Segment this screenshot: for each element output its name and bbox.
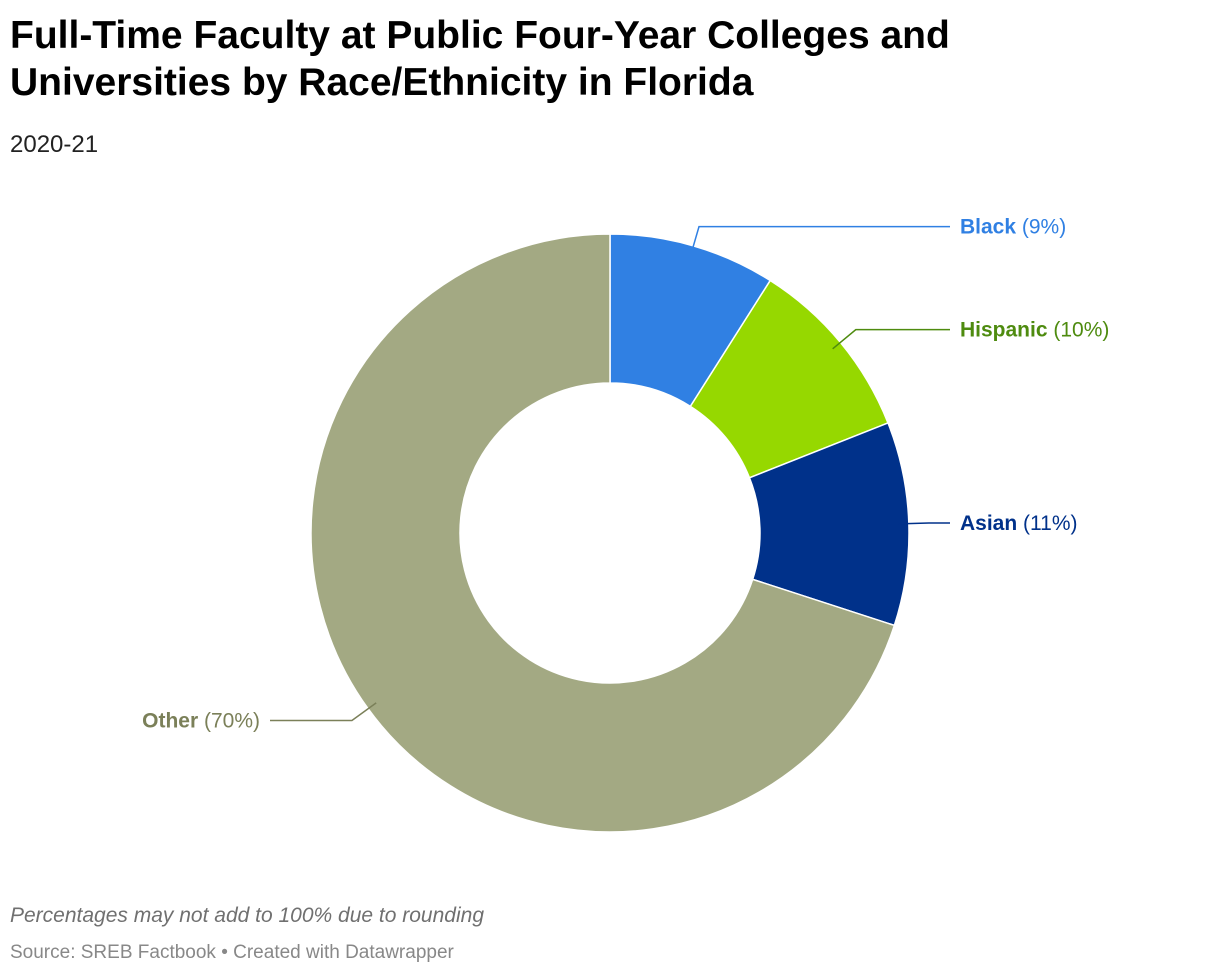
slice-label-value: (70%) bbox=[198, 710, 260, 733]
leader-line-black bbox=[689, 225, 950, 256]
slice-label-name: Hispanic bbox=[960, 319, 1048, 342]
leader-line-hispanic bbox=[832, 328, 950, 350]
slice-label-other: Other (70%) bbox=[142, 710, 260, 733]
slice-label-value: (10%) bbox=[1048, 319, 1110, 342]
slice-label-name: Asian bbox=[960, 512, 1017, 535]
slice-label-name: Other bbox=[142, 710, 198, 733]
slice-label-asian: Asian (11%) bbox=[960, 512, 1077, 535]
leader-line-other bbox=[270, 702, 377, 722]
leader-line-asian bbox=[898, 522, 950, 525]
slice-label-black: Black (9%) bbox=[960, 216, 1066, 239]
chart-source: Source: SREB Factbook • Created with Dat… bbox=[10, 942, 454, 963]
slice-label-value: (9%) bbox=[1016, 216, 1066, 239]
chart-title: Full-Time Faculty at Public Four-Year Co… bbox=[10, 14, 950, 104]
chart-note: Percentages may not add to 100% due to r… bbox=[10, 904, 484, 927]
chart-subtitle: 2020-21 bbox=[10, 131, 99, 158]
slice-label-value: (11%) bbox=[1017, 512, 1077, 535]
slice-label-name: Black bbox=[960, 216, 1016, 239]
slice-other bbox=[310, 233, 896, 833]
slice-label-hispanic: Hispanic (10%) bbox=[960, 319, 1109, 342]
